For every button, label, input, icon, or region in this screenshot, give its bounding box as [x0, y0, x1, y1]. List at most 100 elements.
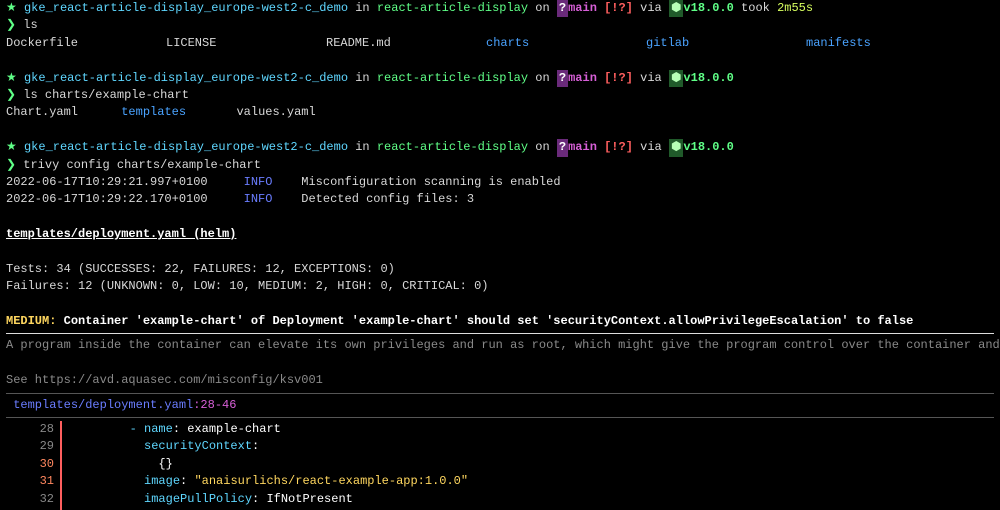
branch-badge-icon: ? — [557, 70, 568, 87]
on-word: on — [528, 1, 557, 15]
line-no: 28 — [6, 421, 62, 438]
prompt-icon: ❯ — [6, 158, 16, 172]
cmd-line[interactable]: ❯ ls charts/example-chart — [6, 87, 994, 104]
yaml-key: securityContext — [72, 439, 252, 453]
dirty-flag: [!?] — [604, 140, 633, 154]
in-word: in — [348, 140, 377, 154]
yaml-sep: : — [173, 422, 187, 436]
file: README.md — [326, 35, 486, 52]
code-line: 30 {} — [6, 456, 994, 473]
code-line: 32 imagePullPolicy: IfNotPresent — [6, 491, 994, 508]
yaml-key: image — [72, 474, 180, 488]
took-word: took — [741, 1, 770, 15]
node-version: v18.0.0 — [683, 71, 733, 85]
node-version: v18.0.0 — [683, 140, 733, 154]
blank — [6, 122, 994, 139]
yaml-sep: : — [180, 474, 194, 488]
on-word: on — [528, 140, 557, 154]
finding-desc: A program inside the container can eleva… — [6, 337, 994, 354]
finding-severity: MEDIUM: — [6, 314, 56, 328]
code-loc: templates/deployment.yaml:28-46 — [6, 397, 994, 414]
prompt-line: ★ gke_react-article-display_europe-west2… — [6, 139, 994, 156]
yaml-val: example-chart — [187, 422, 281, 436]
yaml-sep: : — [252, 492, 266, 506]
code-line: 31 image: "anaisurlichs/react-example-ap… — [6, 473, 994, 490]
cmd-line[interactable]: ❯ ls — [6, 17, 994, 34]
finding-see: See https://avd.aquasec.com/misconfig/ks… — [6, 372, 994, 389]
prompt-icon: ❯ — [6, 88, 16, 102]
yaml-str: "anaisurlichs/react-example-app:1.0.0" — [194, 474, 468, 488]
dir: manifests — [806, 35, 966, 52]
node-version: v18.0.0 — [683, 1, 733, 15]
dir: templates — [121, 105, 186, 119]
in-word: in — [348, 71, 377, 85]
dir: charts — [486, 35, 646, 52]
node-badge-icon: ⬢ — [669, 70, 683, 87]
yaml-val: IfNotPresent — [266, 492, 352, 506]
in-word: in — [348, 1, 377, 15]
repo-name: react-article-display — [377, 1, 528, 15]
section-title: templates/deployment.yaml (helm) — [6, 226, 994, 243]
prompt-line: ★ gke_react-article-display_europe-west2… — [6, 70, 994, 87]
yaml-key: - name — [72, 422, 173, 436]
command: trivy config charts/example-chart — [23, 158, 261, 172]
terminal: ★ gke_react-article-display_europe-west2… — [0, 0, 1000, 510]
yaml-val: {} — [72, 457, 173, 471]
prompt-line: ★ gke_react-article-display_europe-west2… — [6, 0, 994, 17]
yaml-key: imagePullPolicy — [72, 492, 252, 506]
line-no: 31 — [6, 473, 62, 490]
blank — [6, 52, 994, 69]
branch-name: main — [568, 140, 597, 154]
command: ls charts/example-chart — [23, 88, 189, 102]
kube-ctx: gke_react-article-display_europe-west2-c… — [24, 1, 348, 15]
node-badge-icon: ⬢ — [669, 0, 683, 17]
file: Dockerfile — [6, 35, 166, 52]
log-ts: 2022-06-17T10:29:22.170+0100 — [6, 192, 208, 206]
kube-ctx: gke_react-article-display_europe-west2-c… — [24, 140, 348, 154]
branch-badge-icon: ? — [557, 0, 568, 17]
on-word: on — [528, 71, 557, 85]
ls-output: Dockerfile LICENSE README.md charts gitl… — [6, 35, 994, 52]
log-level: INFO — [244, 192, 273, 206]
via-word: via — [633, 71, 669, 85]
blank — [6, 296, 994, 313]
line-no: 32 — [6, 491, 62, 508]
repo-name: react-article-display — [377, 71, 528, 85]
blank — [6, 243, 994, 260]
file: Chart.yaml — [6, 105, 78, 119]
log-msg: Detected config files: 3 — [301, 192, 474, 206]
kube-ctx: gke_react-article-display_europe-west2-c… — [24, 71, 348, 85]
ls-output: Chart.yaml templates values.yaml — [6, 104, 994, 121]
star-icon: ★ — [6, 1, 17, 15]
command: ls — [23, 18, 37, 32]
finding-line: MEDIUM: Container 'example-chart' of Dep… — [6, 313, 994, 330]
log-msg: Misconfiguration scanning is enabled — [301, 175, 560, 189]
log-line: 2022-06-17T10:29:22.170+0100 INFO Detect… — [6, 191, 994, 208]
node-badge-icon: ⬢ — [669, 139, 683, 156]
star-icon: ★ — [6, 140, 17, 154]
branch-badge-icon: ? — [557, 139, 568, 156]
via-word: via — [633, 140, 669, 154]
divider — [6, 417, 994, 418]
prompt-icon: ❯ — [6, 18, 16, 32]
star-icon: ★ — [6, 71, 17, 85]
dirty-flag: [!?] — [604, 1, 633, 15]
took-time: 2m55s — [777, 1, 813, 15]
repo-name: react-article-display — [377, 140, 528, 154]
file: LICENSE — [166, 35, 326, 52]
code-file: templates/deployment.yaml — [13, 398, 193, 412]
branch-name: main — [568, 71, 597, 85]
via-word: via — [633, 1, 669, 15]
cmd-line[interactable]: ❯ trivy config charts/example-chart — [6, 157, 994, 174]
log-line: 2022-06-17T10:29:21.997+0100 INFO Miscon… — [6, 174, 994, 191]
section-file: templates/deployment.yaml (helm) — [6, 227, 236, 241]
file: values.yaml — [236, 105, 315, 119]
failures-summary: Failures: 12 (UNKNOWN: 0, LOW: 10, MEDIU… — [6, 278, 994, 295]
dir: gitlab — [646, 35, 806, 52]
code-line: 28 - name: example-chart — [6, 421, 994, 438]
code-block: 28 - name: example-chart 29 securityCont… — [6, 421, 994, 510]
log-level: INFO — [244, 175, 273, 189]
divider — [6, 393, 994, 394]
log-ts: 2022-06-17T10:29:21.997+0100 — [6, 175, 208, 189]
yaml-sep: : — [252, 439, 259, 453]
